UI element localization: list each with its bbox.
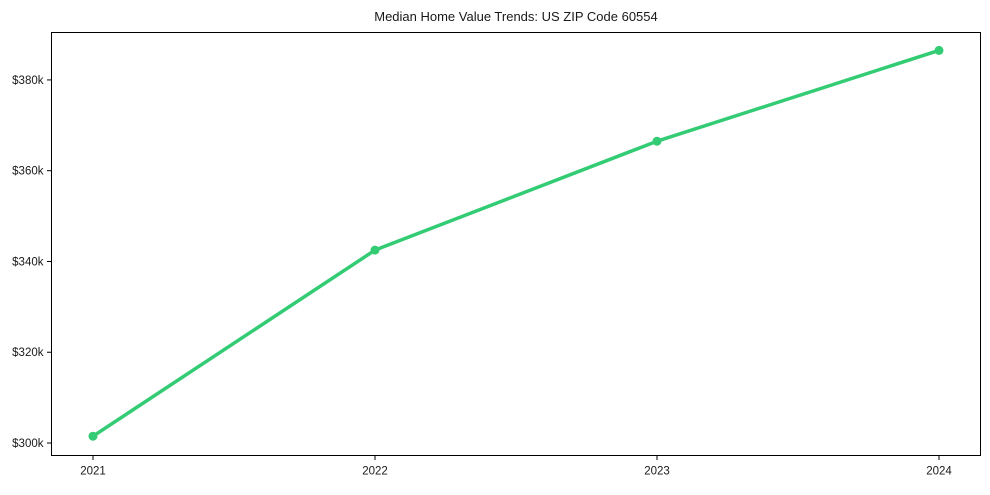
data-point <box>652 136 662 146</box>
series-line <box>91 48 941 438</box>
x-tick-label: 2021 <box>80 466 106 478</box>
data-point <box>934 45 944 55</box>
series-group <box>88 45 944 441</box>
y-tick-label: $320k <box>12 347 44 359</box>
data-point <box>370 245 380 255</box>
y-tick-label: $380k <box>12 75 44 87</box>
axes: $300k $320k $340k $360k $380k 2021 2022 2023 202… <box>12 32 981 478</box>
y-tick-label: $340k <box>12 256 44 268</box>
chart-title: Median Home Value Trends: US ZIP Code 60… <box>374 9 658 24</box>
y-tick-label: $300k <box>12 438 44 450</box>
x-tick-label: 2023 <box>644 466 670 478</box>
y-tick-label: $360k <box>12 166 44 178</box>
x-tick-label: 2024 <box>926 466 952 478</box>
x-tick-label: 2022 <box>362 466 388 478</box>
plot-border <box>51 32 981 456</box>
data-point <box>88 431 98 441</box>
